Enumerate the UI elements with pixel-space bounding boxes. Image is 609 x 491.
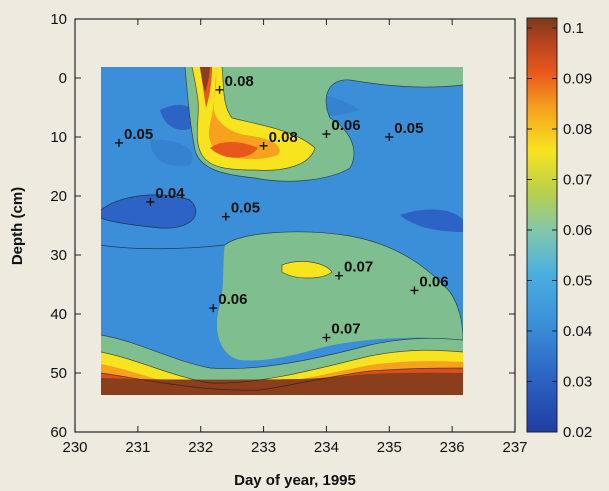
y-tick-label: 60	[50, 424, 67, 441]
contour-patch-dark-top	[160, 105, 197, 130]
annotation-marker	[146, 197, 155, 206]
contour-green-lower	[216, 231, 463, 361]
y-tick-label: 50	[50, 365, 67, 382]
contour-lines	[101, 67, 463, 391]
annotation-marker	[335, 271, 343, 280]
y-tick-label: 40	[50, 306, 67, 323]
x-tick-label: 231	[125, 439, 150, 456]
y-tick-label: 10	[50, 11, 67, 28]
x-axis-label: Day of year, 1995	[234, 472, 356, 489]
colorbar-tick-label: 0.1	[563, 20, 584, 37]
contour-field	[101, 67, 463, 395]
annotation-marker	[209, 304, 218, 313]
x-tick-label: 230	[62, 439, 87, 456]
annotation-marker	[410, 286, 419, 295]
annotation-label: 0.07	[331, 321, 360, 338]
contour-brown-peak	[200, 67, 210, 92]
contour-annotations: 0.08 0.05 0.08 0.06 0.05 0.04 0.05 0.07 0.06 0.06…	[115, 73, 449, 342]
annotation-marker	[115, 138, 123, 147]
colorbar-tick-label: 0.05	[563, 273, 592, 290]
annotation-label: 0.06	[331, 117, 360, 134]
annotation-label: 0.08	[225, 73, 254, 90]
contour-patch-dark-right	[400, 209, 463, 232]
annotation-label: 0.05	[231, 200, 260, 217]
y-axis-ticks: 10 0 10 20 30 40 50 60	[50, 11, 515, 441]
colorbar-ticks: 0.1 0.09 0.08 0.07 0.06 0.05 0.04 0.03 0.02	[527, 20, 592, 441]
x-tick-label: 237	[502, 439, 527, 456]
y-tick-label: 20	[50, 188, 67, 205]
annotation-label: 0.05	[124, 126, 153, 143]
annotation-marker	[259, 141, 268, 150]
annotation-label: 0.06	[419, 273, 448, 290]
x-tick-label: 232	[188, 439, 213, 456]
annotation-marker	[385, 133, 394, 141]
colorbar	[526, 17, 558, 433]
x-tick-label: 234	[314, 439, 339, 456]
y-tick-label: 30	[50, 247, 67, 264]
annotation-label: 0.08	[269, 129, 298, 146]
contour-patch-dark-mid	[150, 139, 193, 167]
annotation-marker	[221, 212, 230, 221]
annotation-label: 0.07	[344, 259, 373, 276]
annotation-label: 0.04	[155, 185, 185, 202]
annotation-marker	[322, 333, 331, 342]
annotation-marker	[322, 130, 331, 139]
colorbar-tick-label: 0.04	[563, 323, 592, 340]
x-tick-label: 233	[251, 439, 276, 456]
colorbar-tick-label: 0.07	[563, 172, 592, 189]
contour-band-brown	[101, 372, 463, 395]
y-tick-label: 0	[59, 70, 67, 87]
contour-orange-core	[196, 67, 280, 160]
x-tick-label: 235	[377, 439, 402, 456]
colorbar-tick-label: 0.03	[563, 374, 592, 391]
colorbar-tick-label: 0.02	[563, 424, 592, 441]
contour-patch-dark-left	[101, 194, 196, 229]
colorbar-tick-label: 0.08	[563, 121, 592, 138]
x-axis-ticks: 230 231 232 233 234 235 236 237	[62, 19, 528, 456]
colorbar-tick-label: 0.06	[563, 222, 592, 239]
y-axis-label: Depth (cm)	[9, 187, 26, 265]
annotation-label: 0.05	[394, 120, 423, 137]
contour-yellow-small	[282, 261, 332, 278]
annotation-marker	[215, 85, 224, 94]
annotation-label: 0.06	[218, 291, 247, 308]
x-tick-label: 236	[440, 439, 465, 456]
y-tick-label: 10	[50, 129, 67, 146]
colorbar-tick-label: 0.09	[563, 71, 592, 88]
